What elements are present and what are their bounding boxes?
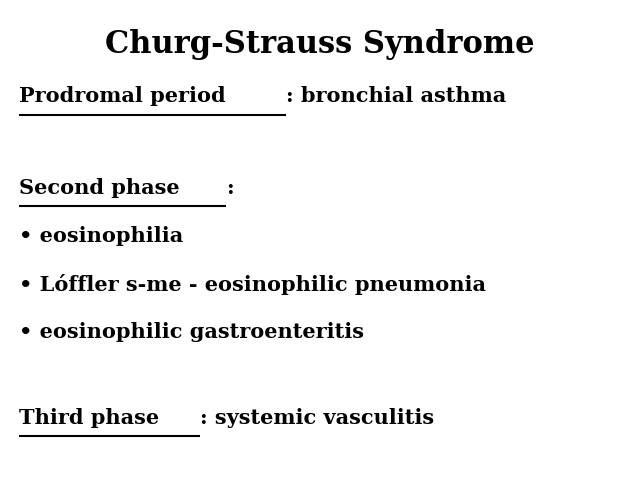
Text: Prodromal period: Prodromal period <box>19 86 226 107</box>
Text: • Lóffler s-me - eosinophilic pneumonia: • Lóffler s-me - eosinophilic pneumonia <box>19 274 486 295</box>
Text: :: : <box>227 178 234 198</box>
Text: : systemic vasculitis: : systemic vasculitis <box>200 408 434 428</box>
Text: Second phase: Second phase <box>19 178 180 198</box>
Text: Third phase: Third phase <box>19 408 159 428</box>
Text: : bronchial asthma: : bronchial asthma <box>286 86 506 107</box>
Text: • eosinophilia: • eosinophilia <box>19 226 184 246</box>
Text: Churg-Strauss Syndrome: Churg-Strauss Syndrome <box>105 29 535 60</box>
Text: • eosinophilic gastroenteritis: • eosinophilic gastroenteritis <box>19 322 364 342</box>
